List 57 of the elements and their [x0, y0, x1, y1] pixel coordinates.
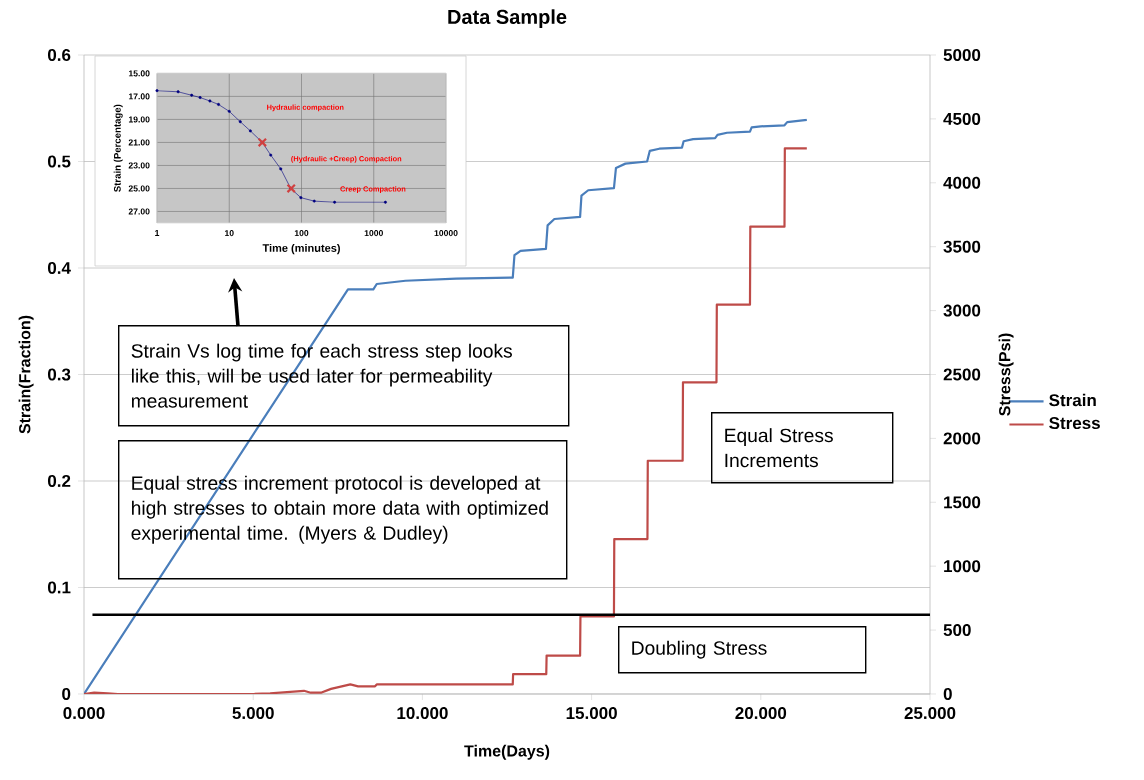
y-tick-label: 23.00 [128, 162, 150, 169]
y2-tick-label: 1000 [944, 560, 981, 573]
y2-tick-label: 4000 [943, 176, 981, 189]
y2-tick-label: 3500 [943, 240, 981, 253]
y2-tick-label: 2000 [943, 432, 981, 445]
point [299, 196, 303, 200]
x-axis-title: Time (minutes) [262, 243, 340, 255]
x-tick-label: 0.000 [63, 707, 105, 720]
x-tick-label: 20.000 [735, 707, 787, 720]
x-tick-label: 1000 [364, 230, 383, 237]
x-tick-label: 15.000 [566, 707, 617, 720]
y-tick-label: 0.6 [47, 49, 71, 62]
annotation: Equal Stress Increments [725, 428, 833, 468]
x-tick-label: 1 [155, 230, 160, 236]
x-tick-label: 10.000 [397, 707, 448, 720]
y-axis-title: Strain (Percentage) [113, 104, 123, 192]
y2-tick-label: 3000 [943, 304, 981, 317]
point [176, 90, 180, 94]
y-tick-label: 0.1 [47, 581, 71, 594]
y-tick-label: 21.00 [128, 139, 150, 146]
x-tick-label: 5.000 [232, 707, 274, 720]
point [227, 109, 231, 113]
y2-tick-label: 4500 [943, 112, 981, 125]
y-tick-label: 0.2 [47, 474, 71, 487]
point [269, 153, 273, 157]
y-tick-label: 0.5 [47, 155, 71, 168]
annotation: Doubling Stress [632, 640, 767, 659]
y-tick-label: 19.00 [128, 116, 150, 123]
x-tick-label: 10 [225, 230, 234, 237]
legend-label: Stress [1049, 417, 1100, 430]
point [208, 99, 212, 103]
y2-tick-label: 0 [943, 687, 952, 700]
y-axis-title: Strain(Fraction) [18, 315, 34, 434]
chart-title: Data Sample [448, 9, 567, 28]
y2-axis-title: Stress(Psi) [998, 333, 1014, 416]
y-tick-label: 0.3 [47, 368, 71, 381]
point [248, 129, 252, 133]
y-tick-label: 17.00 [128, 93, 150, 100]
point [217, 102, 221, 106]
y2-tick-label: 2500 [943, 368, 981, 381]
y-tick-label: 0.4 [47, 261, 71, 274]
point [312, 199, 316, 203]
point [279, 167, 283, 171]
x-tick-label: 100 [294, 230, 309, 237]
x-tick-label: 10000 [434, 230, 458, 237]
x-tick-label: 25.000 [904, 707, 956, 720]
y-tick-label: 15.00 [128, 70, 150, 77]
y2-tick-label: 500 [943, 624, 971, 637]
y-tick-label: 25.00 [128, 185, 150, 192]
y2-tick-label: 5000 [943, 48, 981, 61]
point [198, 96, 202, 100]
x-axis-title: Time(Days) [464, 744, 550, 760]
y2-tick-label: 1500 [944, 496, 981, 509]
y-tick-label: 27.00 [128, 208, 150, 215]
point [238, 120, 242, 124]
legend-label: Strain [1049, 393, 1096, 407]
y-tick-label: 0 [62, 687, 71, 700]
